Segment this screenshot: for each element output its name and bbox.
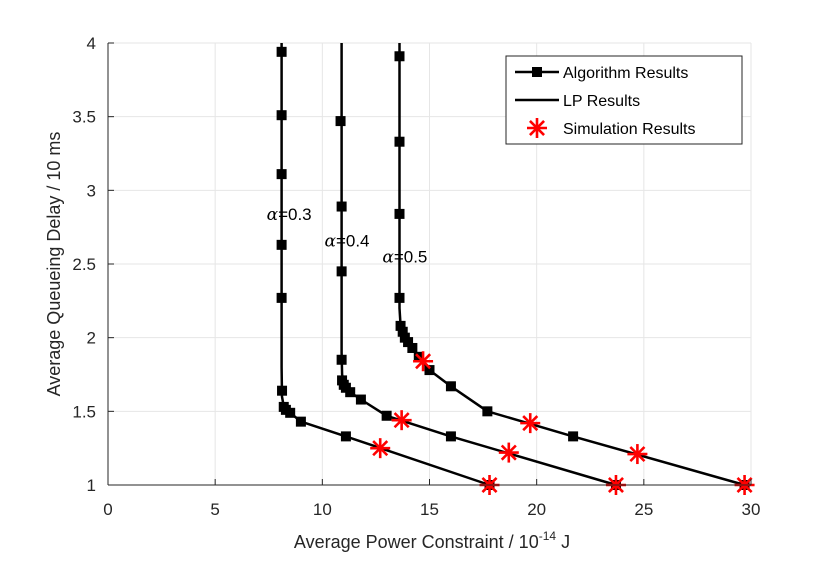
y-tick-label: 2 (87, 329, 96, 348)
algorithm-marker (394, 51, 405, 62)
algorithm-marker (276, 292, 287, 303)
simulation-marker (413, 351, 434, 372)
alpha-value: =0.4 (336, 231, 370, 250)
x-tick-label: 0 (103, 500, 112, 519)
alpha-value: =0.3 (278, 205, 312, 224)
axes (107, 42, 752, 486)
y-tick-label: 1.5 (72, 402, 96, 421)
algorithm-marker (277, 385, 288, 396)
algorithm-marker (276, 110, 287, 121)
series-3 (394, 43, 755, 495)
y-axis-title: Average Queueing Delay / 10 ms (44, 132, 64, 397)
legend-item-simulation: Simulation Results (527, 118, 696, 138)
legend-algorithm-marker (532, 67, 542, 77)
simulation-marker (498, 442, 519, 463)
algorithm-marker (276, 169, 287, 180)
algorithm-marker (336, 201, 347, 212)
algorithm-marker (445, 431, 456, 442)
x-tick-label: 5 (210, 500, 219, 519)
algorithm-marker (482, 406, 493, 417)
alpha-value: =0.5 (394, 248, 428, 267)
alpha-symbol: α (324, 231, 336, 251)
x-tick-label: 25 (634, 500, 653, 519)
alpha-symbol: α (267, 205, 279, 225)
algorithm-marker (285, 407, 296, 418)
algorithm-marker (355, 394, 366, 405)
series-annotation: α=0.5 (382, 248, 427, 268)
alpha-symbol: α (382, 248, 394, 268)
algorithm-marker (445, 381, 456, 392)
algorithm-marker (276, 46, 287, 57)
algorithm-marker (276, 239, 287, 250)
algorithm-marker (394, 292, 405, 303)
algorithm-marker (394, 208, 405, 219)
legend-item-algorithm: Algorithm Results (515, 65, 688, 82)
x-tick-label: 15 (420, 500, 439, 519)
algorithm-marker (295, 416, 306, 427)
x-axis-title: Average Power Constraint / 10-14 J (294, 529, 570, 552)
simulation-marker (520, 413, 541, 434)
algorithm-marker (381, 410, 392, 421)
legend: Algorithm Results LP Results Simulation … (505, 55, 743, 145)
legend-lp-label: LP Results (563, 93, 640, 110)
algorithm-marker (345, 387, 356, 398)
algorithm-marker (335, 116, 346, 127)
series-annotation: α=0.4 (324, 231, 369, 251)
y-tick-label: 3.5 (72, 108, 96, 127)
y-tick-label: 2.5 (72, 255, 96, 274)
tick-labels: 0 5 10 15 20 25 30 1 1.5 2 2.5 3 3.5 4 (72, 34, 760, 519)
algorithm-marker (336, 354, 347, 365)
x-tick-label: 30 (742, 500, 761, 519)
algorithm-marker (407, 342, 418, 353)
series-annotation: α=0.3 (267, 205, 312, 225)
y-tick-label: 4 (87, 34, 96, 53)
series-2 (335, 43, 626, 495)
y-tick-label: 1 (87, 476, 96, 495)
legend-simulation-label: Simulation Results (563, 121, 696, 138)
simulation-marker (391, 410, 412, 431)
legend-asterisk (527, 118, 547, 138)
x-tick-label: 20 (527, 500, 546, 519)
simulation-marker (627, 444, 648, 465)
legend-algorithm-label: Algorithm Results (563, 65, 688, 82)
y-tick-label: 3 (87, 181, 96, 200)
legend-item-lp: LP Results (515, 93, 640, 110)
annotations: α=0.3α=0.4α=0.5 (267, 205, 428, 268)
x-tick-label: 10 (313, 500, 332, 519)
algorithm-marker (394, 136, 405, 147)
algorithm-marker (403, 337, 414, 348)
algorithm-marker (340, 431, 351, 442)
algorithm-marker (336, 266, 347, 277)
simulation-marker (370, 438, 391, 459)
legend-simulation-marker (527, 118, 547, 138)
algorithm-marker (395, 320, 406, 331)
algorithm-marker (397, 326, 408, 337)
algorithm-marker (568, 431, 579, 442)
algorithm-marker (424, 365, 435, 376)
